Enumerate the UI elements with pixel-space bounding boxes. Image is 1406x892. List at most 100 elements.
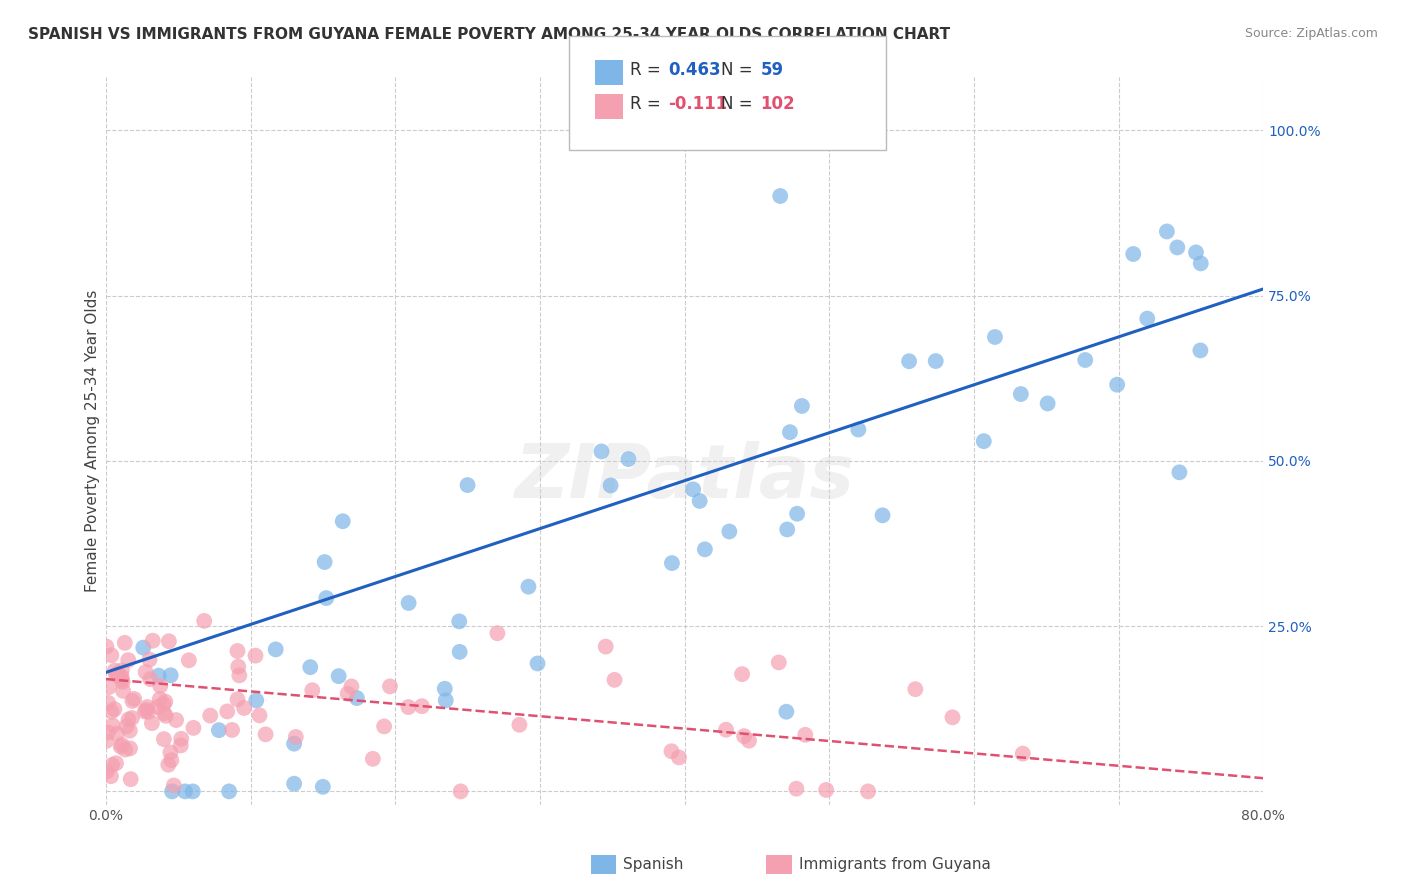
Point (110, 739, 132, 754)
Point (776, 523, 799, 537)
Point (121, 694, 143, 708)
Point (136, 705, 159, 719)
Point (233, 701, 256, 715)
Point (146, 700, 169, 714)
Point (105, 756, 128, 771)
Point (135, 703, 157, 717)
Point (141, 716, 163, 731)
Point (661, 556, 683, 570)
Point (738, 733, 761, 747)
Point (111, 674, 134, 689)
Point (450, 784, 472, 798)
Point (941, 710, 963, 724)
Point (94, 734, 117, 748)
Point (526, 657, 548, 671)
Point (591, 444, 613, 458)
Point (595, 640, 617, 654)
Point (221, 723, 243, 737)
Text: Spanish: Spanish (623, 857, 683, 871)
Point (856, 784, 879, 798)
Point (346, 691, 368, 706)
Point (142, 633, 165, 648)
Point (110, 670, 132, 684)
Point (449, 615, 471, 629)
Point (132, 640, 155, 655)
Point (486, 626, 509, 640)
Point (97, 680, 120, 694)
Text: 59: 59 (761, 62, 783, 79)
Text: 0.463: 0.463 (668, 62, 720, 79)
Point (1010, 387, 1032, 401)
Point (218, 784, 240, 798)
Point (118, 741, 141, 756)
Point (226, 692, 249, 706)
Point (111, 673, 134, 687)
Point (121, 711, 143, 725)
Point (103, 702, 125, 716)
Point (790, 399, 813, 413)
Point (283, 777, 305, 791)
Point (361, 752, 384, 766)
Point (249, 708, 271, 723)
Point (617, 452, 640, 467)
Point (768, 656, 790, 670)
Point (152, 697, 174, 711)
Text: Source: ZipAtlas.com: Source: ZipAtlas.com (1244, 27, 1378, 40)
Point (97, 696, 120, 710)
Point (872, 508, 894, 523)
Point (111, 738, 134, 752)
Point (170, 731, 193, 746)
Point (117, 713, 139, 727)
Point (135, 665, 157, 679)
Point (815, 783, 838, 797)
Point (118, 723, 141, 738)
Point (661, 744, 683, 758)
Point (1166, 240, 1188, 254)
Point (153, 706, 176, 721)
Text: Immigrants from Guyana: Immigrants from Guyana (799, 857, 990, 871)
Point (208, 723, 231, 738)
Point (312, 780, 335, 794)
Point (114, 636, 136, 650)
Text: R =: R = (630, 95, 666, 113)
Point (117, 653, 139, 667)
Point (114, 742, 136, 756)
Point (115, 719, 138, 733)
Point (785, 781, 807, 796)
Point (411, 699, 433, 714)
Point (299, 660, 322, 674)
Point (134, 705, 156, 719)
Point (315, 591, 337, 605)
Point (794, 728, 817, 742)
Point (226, 644, 249, 658)
Point (100, 648, 122, 663)
Point (731, 667, 754, 681)
Text: 102: 102 (761, 95, 796, 113)
Point (332, 514, 354, 528)
Point (122, 692, 145, 706)
Point (100, 769, 122, 783)
Point (96, 640, 118, 654)
Point (245, 693, 267, 707)
Point (328, 669, 350, 683)
Point (105, 727, 128, 741)
Y-axis label: Female Poverty Among 25-34 Year Olds: Female Poverty Among 25-34 Year Olds (86, 290, 100, 592)
Point (846, 423, 869, 437)
Point (284, 730, 307, 744)
Point (1107, 377, 1129, 392)
Point (155, 695, 177, 709)
Point (264, 642, 287, 657)
Point (149, 692, 172, 706)
Point (1136, 311, 1159, 326)
Point (148, 668, 170, 682)
Point (925, 354, 948, 368)
Point (181, 784, 204, 798)
Point (120, 772, 142, 787)
Point (689, 494, 711, 508)
Point (973, 434, 995, 449)
Point (457, 478, 479, 492)
Point (217, 705, 239, 719)
Point (97, 725, 120, 739)
Point (1185, 245, 1208, 260)
Point (160, 784, 183, 798)
